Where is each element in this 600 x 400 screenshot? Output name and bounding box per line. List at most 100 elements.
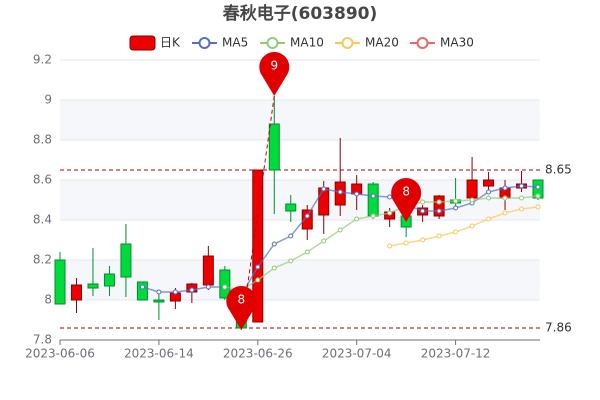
ma-point — [222, 284, 228, 290]
ma-point — [453, 229, 459, 235]
legend-icon — [198, 37, 211, 49]
candle-body — [120, 243, 132, 278]
ma-line — [224, 195, 539, 291]
y-tick-label: 7.8 — [33, 333, 52, 347]
ma-point — [535, 184, 541, 190]
mark-line-label: 7.86 — [545, 321, 572, 335]
ma-point — [420, 208, 426, 214]
split-area — [60, 260, 540, 300]
y-tick-label: 9.2 — [33, 53, 52, 67]
candle-body — [367, 183, 379, 217]
ma-point — [304, 249, 310, 255]
candle-body — [318, 187, 330, 216]
y-tick-label: 8.2 — [33, 253, 52, 267]
ma-point — [205, 284, 211, 290]
x-tick-label: 2023-06-06 — [25, 347, 95, 361]
candle-body — [54, 259, 66, 305]
ma-point — [172, 289, 178, 295]
legend-icon — [416, 37, 429, 49]
candle-body — [136, 281, 148, 301]
ma-point — [321, 186, 327, 192]
ma-point — [535, 204, 541, 210]
legend-icon — [129, 35, 156, 51]
ma-point — [453, 205, 459, 211]
candle-body — [70, 284, 82, 301]
ma-point — [304, 213, 310, 219]
ma-point — [337, 189, 343, 195]
legend-label: MA20 — [365, 36, 399, 50]
ma-point — [486, 195, 492, 201]
ma-point — [469, 197, 475, 203]
ma-point — [453, 198, 459, 204]
ma-point — [370, 213, 376, 219]
ma-point — [288, 258, 294, 264]
ma-point — [519, 183, 525, 189]
ma-point — [337, 227, 343, 233]
legend-label: 日K — [160, 36, 181, 50]
y-tick-label: 9 — [44, 93, 52, 107]
ma-point — [420, 199, 426, 205]
ma-point — [271, 265, 277, 271]
y-tick-label: 8.6 — [33, 173, 52, 187]
ma-point — [288, 233, 294, 239]
x-tick-label: 2023-06-14 — [124, 347, 194, 361]
ma-point — [420, 237, 426, 243]
mark-pin-label: 8 — [237, 293, 245, 307]
x-tick-label: 2023-07-12 — [421, 347, 491, 361]
ma-point — [370, 193, 376, 199]
candle-body — [252, 169, 264, 323]
legend-label: MA30 — [440, 36, 474, 50]
mark-line-label: 8.65 — [545, 163, 572, 177]
candle-body — [433, 195, 445, 217]
candle-body — [483, 179, 495, 187]
ma-point — [403, 240, 409, 246]
ma-point — [486, 216, 492, 222]
ma-point — [189, 287, 195, 293]
chart-title: 春秋电子(603890) — [223, 3, 378, 24]
candle-body — [301, 209, 313, 230]
ma-point — [387, 194, 393, 200]
ma-point — [255, 277, 261, 283]
ma-point — [387, 243, 393, 249]
ma-point — [502, 210, 508, 216]
x-tick-label: 2023-07-04 — [322, 347, 392, 361]
candle-body — [285, 203, 297, 212]
ma-point — [271, 241, 277, 247]
ma-point — [255, 264, 261, 270]
ma-point — [519, 195, 525, 201]
ma-point — [519, 206, 525, 212]
legend-icon — [341, 37, 354, 49]
legend-label: MA5 — [222, 36, 248, 50]
candle-body — [268, 123, 280, 171]
ma-point — [321, 238, 327, 244]
ma-point — [535, 193, 541, 199]
y-tick-label: 8.4 — [33, 213, 52, 227]
candle-body — [87, 283, 99, 289]
mark-pin-label: 8 — [402, 185, 410, 199]
ma-point — [436, 199, 442, 205]
candle-body — [466, 179, 478, 199]
ma-line — [389, 206, 539, 247]
ma-point — [387, 210, 393, 216]
split-area — [60, 100, 540, 140]
ma-point — [139, 284, 145, 290]
y-tick-label: 8 — [44, 293, 52, 307]
ma-point — [469, 223, 475, 229]
mark-pin — [391, 178, 422, 222]
candle-body — [103, 273, 115, 287]
mark-pin — [259, 52, 290, 96]
ma-point — [156, 289, 162, 295]
ma-point — [502, 185, 508, 191]
legend-icon — [266, 37, 279, 49]
ma-point — [502, 195, 508, 201]
candle-body — [153, 299, 165, 303]
mark-pin-label: 9 — [270, 59, 278, 73]
x-tick-label: 2023-06-26 — [223, 347, 293, 361]
ma-point — [354, 191, 360, 197]
ma-point — [436, 233, 442, 239]
ma-point — [486, 189, 492, 195]
candle-body — [219, 269, 231, 299]
legend-label: MA10 — [290, 36, 324, 50]
mark-pin — [226, 286, 257, 330]
